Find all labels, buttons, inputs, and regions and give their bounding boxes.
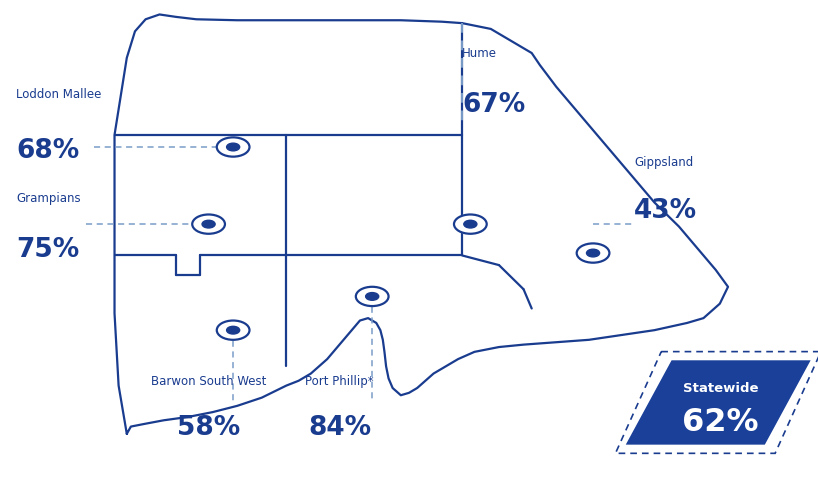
Circle shape — [217, 137, 249, 157]
Polygon shape — [115, 14, 728, 434]
Text: 67%: 67% — [462, 92, 525, 118]
Text: 84%: 84% — [308, 415, 371, 441]
Circle shape — [356, 287, 389, 306]
Circle shape — [577, 243, 609, 263]
Circle shape — [192, 214, 225, 234]
Polygon shape — [626, 361, 811, 444]
Circle shape — [464, 220, 477, 228]
Circle shape — [217, 321, 249, 340]
Text: Grampians: Grampians — [16, 192, 81, 205]
Text: 75%: 75% — [16, 237, 79, 263]
Text: Hume: Hume — [462, 47, 497, 60]
Text: 62%: 62% — [682, 407, 759, 438]
Text: Barwon South West: Barwon South West — [151, 375, 267, 388]
Text: 58%: 58% — [177, 415, 240, 441]
Circle shape — [587, 249, 600, 257]
Text: Statewide: Statewide — [683, 382, 758, 394]
Circle shape — [227, 326, 240, 334]
Text: 43%: 43% — [634, 198, 697, 224]
Text: Loddon Mallee: Loddon Mallee — [16, 88, 101, 101]
Text: 68%: 68% — [16, 138, 79, 164]
Text: Gippsland: Gippsland — [634, 156, 693, 169]
Text: Port Phillip*: Port Phillip* — [305, 375, 374, 388]
Circle shape — [202, 220, 215, 228]
Circle shape — [227, 143, 240, 151]
Circle shape — [454, 214, 487, 234]
Circle shape — [366, 293, 379, 300]
